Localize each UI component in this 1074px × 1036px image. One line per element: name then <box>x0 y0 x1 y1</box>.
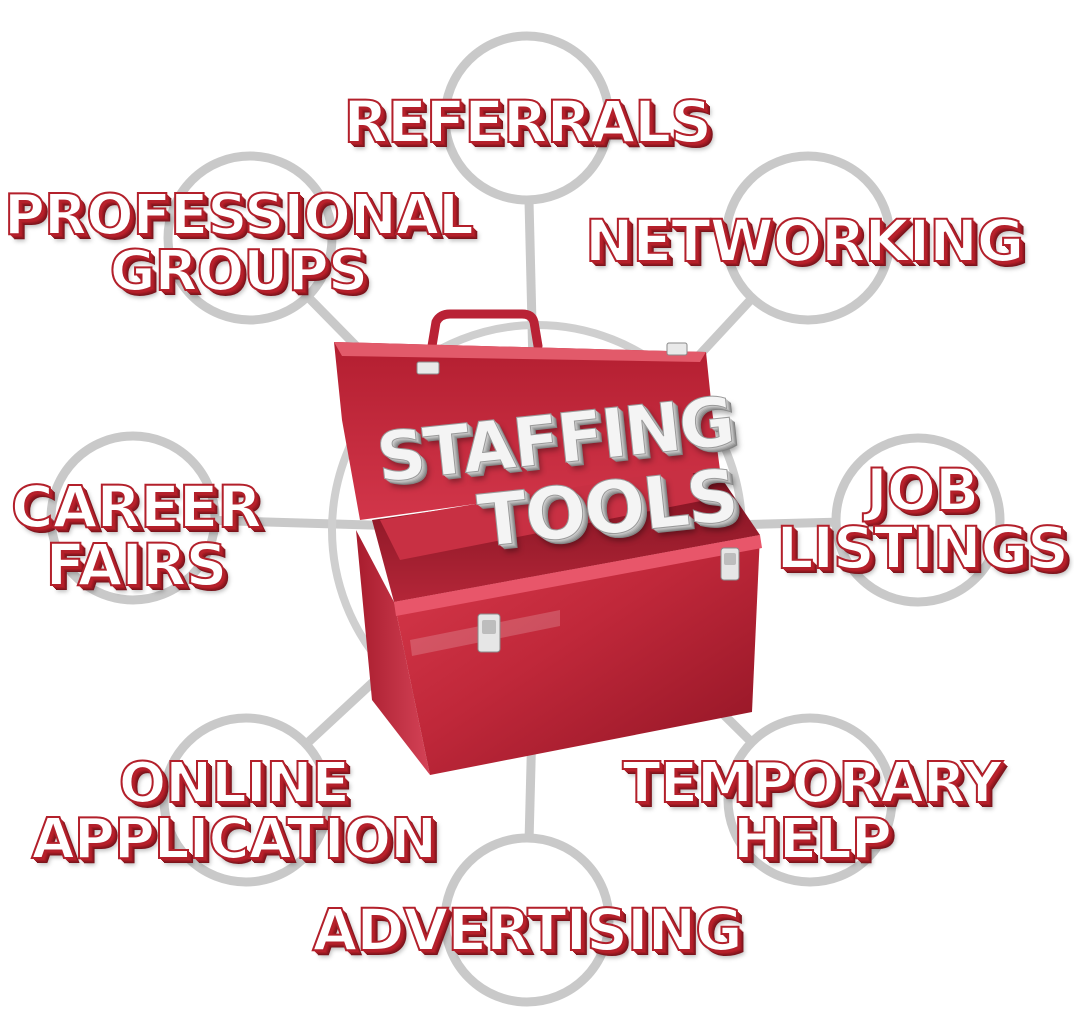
node-circle-career-fairs <box>46 431 220 605</box>
node-circle-advertising <box>440 833 614 1007</box>
node-label-advertising: ADVERTISING <box>311 896 743 964</box>
node-circle-referrals <box>440 31 614 205</box>
node-label-line: PROFESSIONAL <box>3 183 475 248</box>
node-label-line: HELP <box>732 807 893 872</box>
node-circle-temporary-help <box>723 713 897 887</box>
node-label-line: REFERRALS <box>342 88 712 156</box>
node-label-line: APPLICATION <box>31 807 439 872</box>
node-label-line: LISTINGS <box>775 514 1069 582</box>
node-label-job-listings: JOB LISTINGS <box>775 456 1069 582</box>
node-circle-online-application <box>159 713 333 887</box>
node-label-line: JOB <box>865 456 980 524</box>
node-circle-professional-groups <box>163 151 337 325</box>
node-label-career-fairs: CAREER FAIRS <box>10 473 263 599</box>
node-label-line: GROUPS <box>109 239 370 304</box>
node-label-networking: NETWORKING <box>584 207 1025 275</box>
node-label-line: ADVERTISING <box>311 896 743 964</box>
node-label-line: TEMPORARY <box>622 751 1004 816</box>
node-circle-job-listings <box>831 433 1005 607</box>
node-label-line: NETWORKING <box>584 207 1025 275</box>
red-toolbox-icon <box>334 309 762 775</box>
node-label-line: FAIRS <box>45 531 229 599</box>
node-label-referrals: REFERRALS <box>342 88 712 156</box>
node-circle-networking <box>721 151 895 325</box>
node-label-professional-groups: PROFESSIONAL GROUPS <box>3 183 475 304</box>
node-label-line: ONLINE <box>118 751 351 816</box>
node-label-online-application: ONLINE APPLICATION <box>31 751 439 872</box>
node-label-line: CAREER <box>10 473 263 541</box>
node-circles <box>46 31 1005 1007</box>
node-label-temporary-help: TEMPORARY HELP <box>622 751 1004 872</box>
